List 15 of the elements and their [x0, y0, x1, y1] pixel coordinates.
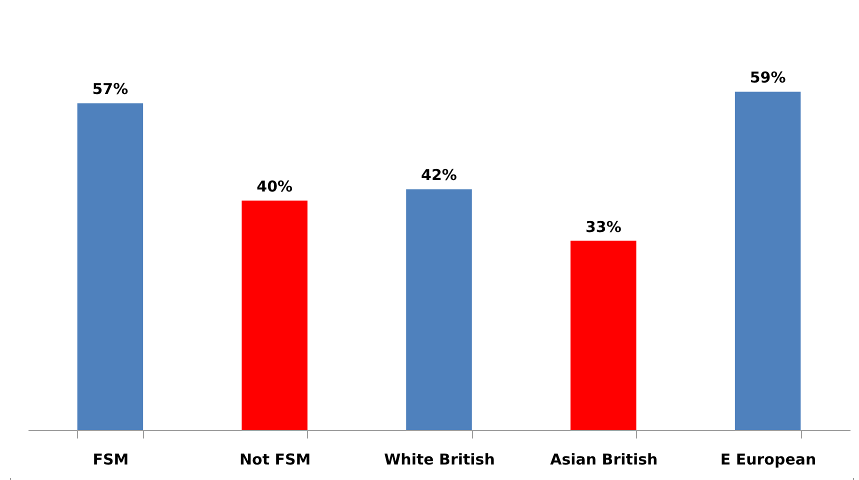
x-tick-label: Not FSM — [239, 450, 311, 468]
x-tick-label: E European — [720, 450, 816, 468]
data-label: 33% — [585, 218, 622, 236]
bar — [242, 200, 308, 430]
data-label: 57% — [92, 80, 128, 98]
x-tick-label: FSM — [92, 450, 129, 468]
x-tick-label: Asian British — [550, 450, 658, 468]
data-label: 40% — [256, 178, 293, 196]
bar — [570, 240, 636, 430]
bar — [406, 189, 472, 430]
data-label: 42% — [421, 166, 457, 184]
bar — [77, 103, 144, 430]
data-label: 59% — [750, 68, 786, 87]
x-tick-label: White British — [384, 450, 495, 468]
bar — [734, 92, 801, 430]
